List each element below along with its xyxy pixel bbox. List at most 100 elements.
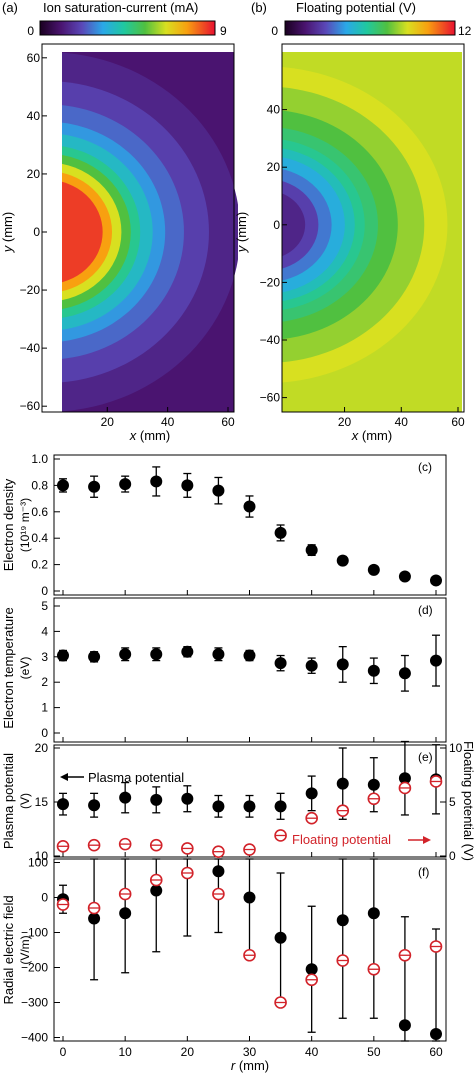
plasma-potential-point bbox=[274, 800, 287, 813]
density-point bbox=[119, 478, 132, 491]
panel-f-ytick-label: 0 bbox=[41, 891, 48, 905]
panel-a-colorbar-max: 9 bbox=[220, 24, 227, 38]
panel-d-ytick-label: 0 bbox=[41, 726, 48, 740]
panel-d-ytick-label: 4 bbox=[41, 624, 48, 638]
density-point bbox=[212, 484, 225, 497]
panel-b-frame bbox=[281, 43, 465, 413]
panel-a-ytick-label: 40 bbox=[27, 109, 41, 123]
heatmap-contour-9 bbox=[282, 193, 306, 257]
panel-f-xtick-label: 40 bbox=[305, 1045, 319, 1059]
plasma-potential-point bbox=[88, 799, 101, 812]
panel-f-ylabel-1: Radial electric field bbox=[1, 895, 16, 1004]
panel-f-xtick-label: 50 bbox=[367, 1045, 381, 1059]
panel-a-ytick-label: −20 bbox=[20, 283, 41, 297]
panel-e-ytick-right-label: 5 bbox=[449, 795, 456, 809]
panel-a-heatmap bbox=[62, 52, 238, 412]
panel-c-ylabel-1: Electron density bbox=[1, 478, 16, 571]
panel-a: (a) Ion saturation-current (mA) 0 9 20 40… bbox=[0, 0, 238, 443]
panel-b-ytick-label: −60 bbox=[260, 391, 281, 405]
density-point bbox=[150, 475, 163, 488]
temperature-point bbox=[181, 645, 194, 658]
panel-d-ytick-label: 2 bbox=[41, 675, 48, 689]
plasma-potential-point bbox=[398, 772, 411, 785]
efield-plasma-point bbox=[430, 1028, 442, 1040]
panel-f-label: (f) bbox=[418, 865, 429, 879]
density-point bbox=[367, 563, 380, 576]
panel-b-colorbar-min: 0 bbox=[271, 24, 278, 38]
density-point bbox=[336, 554, 349, 567]
panel-f-ylabel-2: (V/m) bbox=[18, 935, 32, 964]
efield-plasma-point bbox=[150, 884, 163, 897]
panel-f-ytick-label: 100 bbox=[28, 856, 48, 870]
panel-a-colorbar-min: 0 bbox=[27, 24, 34, 38]
panel-b-title: Floating potential (V) bbox=[296, 0, 416, 15]
efield-plasma-point bbox=[336, 914, 349, 927]
panel-a-colorbar bbox=[39, 20, 216, 36]
plasma-potential-point bbox=[305, 787, 318, 800]
efield-plasma-point bbox=[119, 907, 132, 920]
panel-c-ytick-label: 0.6 bbox=[31, 505, 48, 519]
panel-c-ylabel-2: (10¹⁹ m⁻³) bbox=[18, 498, 32, 552]
panel-b-ytick-label: 40 bbox=[267, 103, 281, 117]
density-point bbox=[398, 570, 411, 583]
plasma-potential-annotation: Plasma potential bbox=[60, 770, 184, 785]
density-point bbox=[274, 526, 287, 539]
panel-e-plot: 10 15 20 0 5 10 bbox=[35, 740, 463, 863]
temperature-point bbox=[367, 664, 380, 677]
plasma-potential-point bbox=[336, 777, 349, 790]
panel-b-xtick-label: 20 bbox=[338, 415, 352, 429]
temperature-point bbox=[243, 649, 256, 662]
temperature-point bbox=[274, 657, 287, 670]
panel-b-xlabel: x (mm) bbox=[351, 428, 392, 443]
panel-f-xtick-label: 30 bbox=[243, 1045, 257, 1059]
panel-b-xtick-label: 40 bbox=[395, 415, 409, 429]
panel-b-ylabel: y (mm) bbox=[234, 212, 249, 253]
panel-e-ytick-right-label: 10 bbox=[449, 741, 463, 755]
panel-f-ytick-label: −100 bbox=[21, 926, 48, 940]
panel-a-ylabel: y (mm) bbox=[0, 212, 15, 253]
density-point bbox=[57, 479, 69, 492]
panel-a-title: Ion saturation-current (mA) bbox=[43, 0, 198, 15]
panel-f-ytick-label: −300 bbox=[21, 996, 48, 1010]
density-point bbox=[181, 479, 194, 492]
panel-c-ytick-label: 0.4 bbox=[31, 531, 48, 545]
panel-e-ylabel: Plasma potential bbox=[1, 753, 16, 849]
efield-plasma-point bbox=[243, 891, 256, 904]
temperature-point bbox=[57, 649, 69, 662]
panel-a-ytick-label: −60 bbox=[20, 399, 41, 413]
panel-a-xlabel: x (mm) bbox=[129, 428, 170, 443]
panel-a-xtick-label: 20 bbox=[101, 415, 115, 429]
floating-potential-annotation: Floating potential bbox=[292, 832, 431, 847]
plasma-potential-point bbox=[57, 798, 69, 811]
floating-potential-text: Floating potential bbox=[292, 832, 391, 847]
panel-a-label: (a) bbox=[2, 0, 18, 15]
panel-c-plot: 0 0.2 0.4 0.6 0.8 1.0 bbox=[31, 452, 442, 598]
density-point bbox=[305, 544, 318, 557]
efield-plasma-point bbox=[88, 912, 101, 925]
panel-f-xlabel: r (mm) bbox=[231, 1058, 269, 1073]
panel-e-ylabel-unit: (V) bbox=[18, 793, 32, 809]
panel-e: (e) Plasma potential (V) Floating potent… bbox=[1, 740, 474, 863]
temperature-point bbox=[119, 648, 132, 661]
plasma-arrow-head-icon bbox=[60, 773, 68, 781]
efield-plasma-point bbox=[305, 963, 318, 976]
efield-plasma-point bbox=[212, 865, 225, 878]
panel-c-ytick-label: 1.0 bbox=[31, 452, 48, 466]
panel-b-colorbar-max: 12 bbox=[458, 24, 472, 38]
temperature-point bbox=[88, 650, 101, 663]
efield-plasma-point bbox=[367, 907, 380, 920]
plasma-potential-point bbox=[367, 778, 380, 791]
panel-f-xtick-label: 20 bbox=[181, 1045, 195, 1059]
plasma-potential-point bbox=[243, 800, 256, 813]
panel-d: (d) Electron temperature (eV) 0 1 2 3 4 5 bbox=[1, 597, 447, 743]
panel-b-axes: 20 40 60 40 20 0 −20 −40 −60 bbox=[260, 103, 465, 429]
plasma-potential-point bbox=[212, 800, 225, 813]
temperature-point bbox=[150, 648, 163, 661]
panel-b-heatmap bbox=[282, 52, 462, 412]
panel-b: (b) Floating potential (V) 0 12 20 40 60 40… bbox=[234, 0, 472, 443]
panel-d-plot: 0 1 2 3 4 5 bbox=[41, 599, 442, 742]
panel-a-xtick-label: 60 bbox=[221, 415, 235, 429]
panel-c-frame bbox=[53, 454, 447, 596]
panel-d-frame bbox=[53, 597, 447, 743]
